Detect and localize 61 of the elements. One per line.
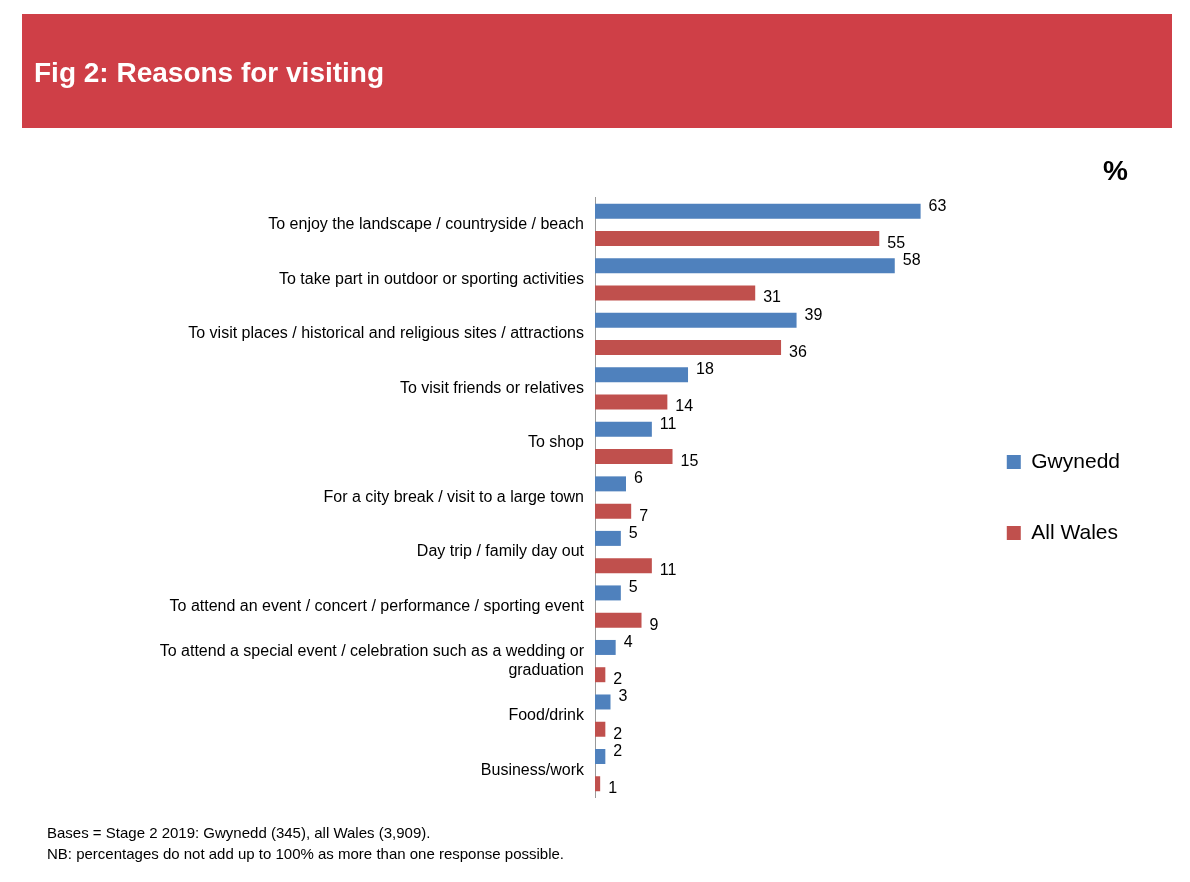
bar [595,231,880,246]
data-label: 11 [659,414,677,432]
data-label: 2 [613,724,623,742]
y-tick-label: To visit friends or relatives [399,378,584,396]
bar [595,558,652,574]
bar [595,394,668,410]
data-label: 2 [613,741,623,759]
data-label: 5 [628,523,638,541]
data-label: 58 [902,251,921,269]
bar [595,449,673,465]
data-label: 15 [680,452,699,470]
bar [595,694,611,710]
data-label: 18 [696,360,714,378]
bar [595,476,627,492]
bar [595,530,621,546]
data-label: 6 [634,469,644,487]
y-tick-label: To visit places / historical and religious sites / attractions [188,324,584,342]
data-label: 39 [804,305,823,323]
y-tick-label: To attend an event / concert / performance / sporting event [169,596,585,614]
text: Bases = Stage 2 2019: Gwynedd (345), all Wales (3,909). [47,823,432,843]
data-label: 1 [608,779,618,797]
data-label: 3 [618,687,628,705]
text: % [1103,155,1128,187]
y-tick-label: To attend a special event / celebration such as a wedding or graduation [159,641,585,679]
y-tick-label: To take part in outdoor or sporting activities [278,269,584,287]
data-label: 4 [623,632,633,650]
data-label: 55 [887,233,906,251]
bar [595,503,632,519]
text: NB: percentages do not add up to 100% as more than one response possible. [47,844,565,864]
bar [595,340,782,356]
bar [595,203,921,219]
bar [595,667,606,683]
data-label: 31 [763,288,782,306]
bar [595,749,606,764]
bar [595,639,616,655]
bar [595,721,606,737]
y-tick-label: To shop [527,433,585,451]
bar [595,612,642,628]
data-label: 14 [675,397,694,415]
bar [595,776,601,792]
y-tick-label: For a city break / visit to a large town [323,487,584,505]
data-label: 2 [613,670,623,688]
data-label: 63 [928,196,947,214]
bar [595,367,689,383]
legend-label: Gwynedd [1031,448,1120,472]
y-tick-label: Day trip / family day out [416,542,585,560]
y-tick-label: Business/work [480,760,585,778]
bar [595,285,756,301]
y-tick-label: Food/drink [508,706,585,724]
bar [595,585,621,601]
data-label: 36 [789,342,807,360]
bar [595,258,895,274]
y-tick-label: To enjoy the landscape / countryside / beach [268,215,584,233]
data-label: 7 [639,506,649,524]
text: Fig 2: Reasons for visiting [22,14,1172,128]
data-label: 11 [659,561,677,579]
legend-label: All Wales [1031,519,1119,543]
bar [595,312,797,328]
data-label: 5 [628,578,638,596]
data-label: 9 [649,615,659,633]
bar [595,421,652,437]
